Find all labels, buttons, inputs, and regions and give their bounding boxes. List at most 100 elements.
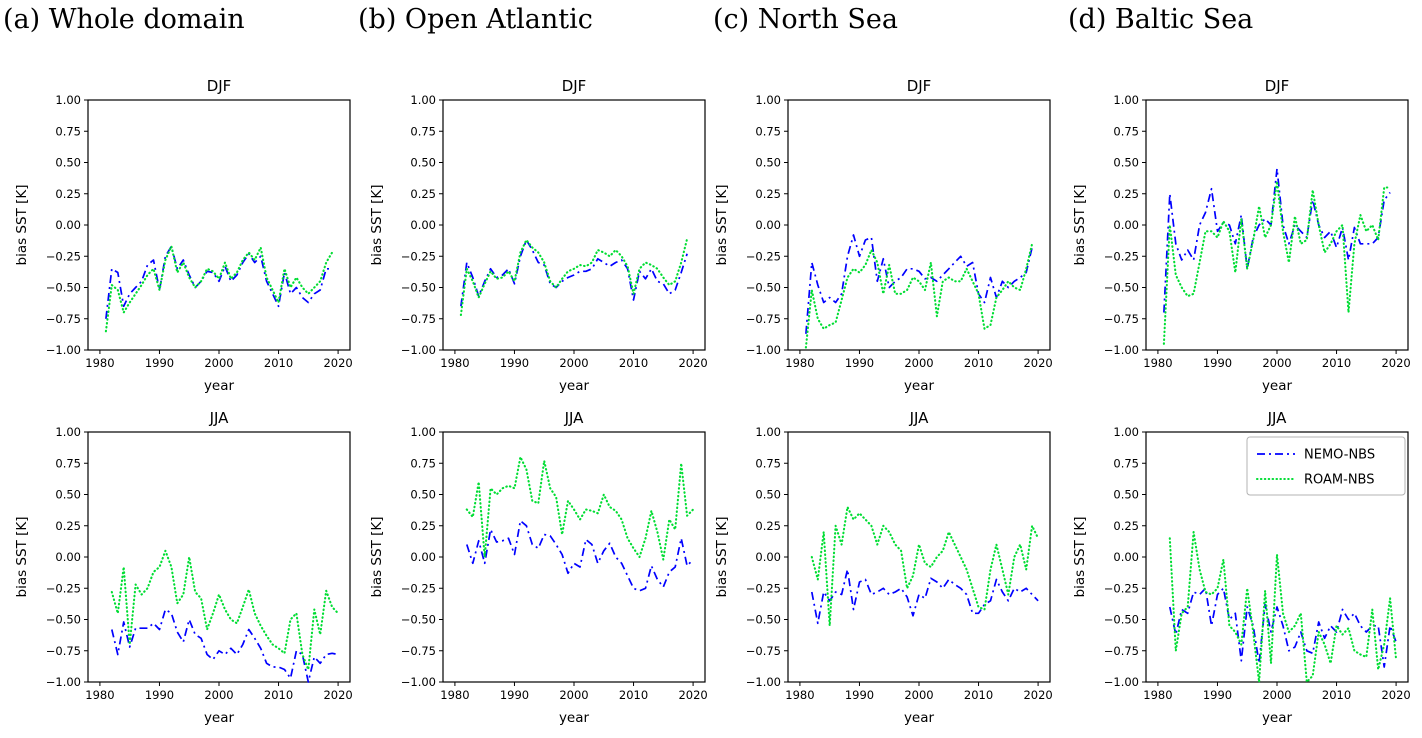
y-tick-label: −0.50 [401, 613, 436, 627]
x-tick-label: 1980 [785, 356, 814, 370]
subplot-title-d-jja: JJA [1267, 409, 1288, 427]
x-tick-label: 2020 [1023, 356, 1052, 370]
y-tick-label: −0.50 [746, 613, 781, 627]
y-tick-label: −0.25 [1104, 581, 1139, 595]
y-axis-label-d-djf: bias SST [K] [1072, 185, 1088, 266]
y-tick-label: −0.50 [401, 281, 436, 295]
x-tick-label: 2000 [904, 356, 933, 370]
x-tick-label: 2010 [964, 688, 993, 702]
y-tick-label: −0.25 [401, 581, 436, 595]
x-tick-label: 2000 [559, 688, 588, 702]
x-axis-label-d-djf: year [1262, 378, 1293, 394]
x-tick-label: 1990 [845, 356, 874, 370]
x-tick-label: 2000 [1262, 356, 1291, 370]
y-tick-label: 0.00 [410, 550, 436, 564]
subplot-title-b-jja: JJA [564, 409, 585, 427]
subplot-d-jja: JJA year bias SST [K] 1980 1990 2000 2010 2020 1… [1072, 409, 1411, 726]
series-line-nemo-nbs [805, 234, 1033, 334]
axes-frame-c-djf [787, 99, 1051, 351]
x-tick-label: 2010 [619, 688, 648, 702]
x-tick-label: 1990 [145, 688, 174, 702]
y-tick-label: 0.00 [1113, 218, 1139, 232]
y-tick-label: 0.00 [55, 218, 81, 232]
x-tick-label: 1980 [1143, 688, 1172, 702]
series-line-roam-nbs [1162, 180, 1392, 345]
x-axis-label-b-djf: year [559, 378, 590, 394]
y-tick-label: −0.25 [401, 249, 436, 263]
x-tick-label: 2020 [1381, 356, 1410, 370]
series-line-roam-nbs [1168, 530, 1398, 684]
y-tick-label: 0.50 [55, 488, 81, 502]
y-tick-label: 0.50 [755, 156, 781, 170]
x-tick-label: 2000 [559, 356, 588, 370]
x-axis-label-c-djf: year [904, 378, 935, 394]
y-tick-label: 0.50 [55, 156, 81, 170]
y-tick-label: 0.25 [410, 519, 436, 533]
y-tick-label: −1.00 [46, 675, 81, 689]
y-tick-label: 0.00 [755, 218, 781, 232]
x-tick-label: 1980 [85, 688, 114, 702]
y-tick-label: 0.50 [755, 488, 781, 502]
y-axis-label-c-jja: bias SST [K] [714, 517, 730, 598]
y-tick-label: −0.25 [746, 249, 781, 263]
series-line-nemo-nbs [1168, 587, 1397, 668]
y-tick-label: 0.25 [55, 187, 81, 201]
x-tick-label: 2010 [264, 688, 293, 702]
y-tick-label: 0.75 [755, 124, 781, 138]
x-axis-label-c-jja: year [904, 710, 935, 726]
x-tick-label: 2020 [1381, 688, 1410, 702]
x-axis-label-a-jja: year [204, 710, 235, 726]
y-tick-label: 1.00 [1113, 93, 1139, 107]
subplot-title-c-jja: JJA [909, 409, 930, 427]
panel-title-a: (a) Whole domain [3, 4, 245, 35]
x-tick-label: 1980 [440, 688, 469, 702]
axes-frame-a-djf [87, 99, 351, 351]
y-tick-label: 0.50 [1113, 488, 1139, 502]
y-tick-label: −1.00 [1104, 675, 1139, 689]
y-axis-label-c-djf: bias SST [K] [714, 185, 730, 266]
x-tick-label: 2000 [204, 356, 233, 370]
y-tick-label: 0.25 [1113, 519, 1139, 533]
x-tick-label: 2010 [1322, 356, 1351, 370]
x-tick-label: 2020 [323, 356, 352, 370]
series-line-nemo-nbs [110, 608, 339, 683]
y-axis-label-b-djf: bias SST [K] [369, 185, 385, 266]
y-tick-label: −0.50 [1104, 613, 1139, 627]
x-tick-label: 2020 [323, 688, 352, 702]
x-tick-label: 1980 [785, 688, 814, 702]
x-tick-label: 1980 [85, 356, 114, 370]
y-tick-label: 1.00 [410, 425, 436, 439]
y-tick-label: −0.50 [46, 281, 81, 295]
series-line-roam-nbs [810, 505, 1040, 627]
axes-frame-c-jja [787, 431, 1051, 683]
x-tick-label: 1990 [845, 688, 874, 702]
series-line-roam-nbs [104, 245, 334, 333]
y-tick-label: 1.00 [755, 93, 781, 107]
y-tick-label: −0.25 [746, 581, 781, 595]
series-line-roam-nbs [804, 242, 1034, 349]
axes-frame-d-djf [1145, 99, 1409, 351]
x-tick-label: 1980 [1143, 356, 1172, 370]
y-tick-label: −1.00 [46, 343, 81, 357]
subplot-title-b-djf: DJF [562, 77, 587, 95]
y-tick-label: 0.25 [410, 187, 436, 201]
legend-box [1246, 436, 1406, 496]
y-tick-label: −1.00 [746, 675, 781, 689]
series-line-nemo-nbs [1163, 167, 1391, 313]
y-axis-label-d-jja: bias SST [K] [1072, 517, 1088, 598]
subplot-a-djf: DJF year bias SST [K] 1980 1990 2000 2010 2020 1… [14, 77, 353, 394]
x-axis-label-b-jja: year [559, 710, 590, 726]
series-line-roam-nbs [459, 237, 689, 317]
x-tick-label: 1990 [500, 356, 529, 370]
y-tick-label: −1.00 [401, 675, 436, 689]
y-tick-label: −0.75 [1104, 312, 1139, 326]
y-tick-label: −0.50 [46, 613, 81, 627]
y-tick-label: 0.00 [755, 550, 781, 564]
panel-title-c: (c) North Sea [713, 4, 898, 35]
y-tick-label: 1.00 [55, 93, 81, 107]
y-tick-label: 0.50 [410, 156, 436, 170]
y-tick-label: 1.00 [755, 425, 781, 439]
y-axis-label-b-jja: bias SST [K] [369, 517, 385, 598]
axes-frame-b-djf [442, 99, 706, 351]
